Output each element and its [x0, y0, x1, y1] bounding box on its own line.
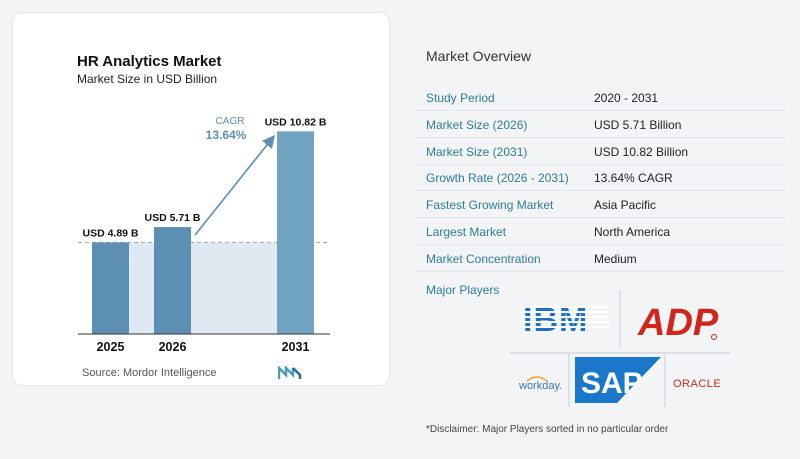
overview-row-value: USD 10.82 Billion	[594, 144, 689, 159]
overview-row-label: Market Size (2031)	[426, 144, 528, 159]
cagr-value: 13.64%	[206, 128, 247, 142]
sap-logo: SAP	[575, 357, 661, 403]
players-logos: IBM ADP workday. SAP ORACLE	[510, 290, 730, 407]
cagr-label: CAGR	[216, 116, 245, 127]
overview-row: Study Period 2020 - 2031	[416, 85, 786, 111]
x-tick-label: 2025	[97, 340, 125, 354]
overview-row: Market Size (2031) USD 10.82 Billion	[416, 139, 786, 165]
disclaimer: *Disclaimer: Major Players sorted in no …	[426, 424, 669, 435]
overview-row-label: Market Concentration	[426, 251, 541, 266]
overview-row-label: Fastest Growing Market	[426, 198, 554, 213]
overview-row-value: Medium	[594, 251, 637, 266]
svg-text:ADP: ADP	[637, 302, 719, 344]
overview-row: Market Size (2026) USD 5.71 Billion	[416, 112, 786, 138]
overview-row-label: Growth Rate (2026 - 2031)	[426, 171, 569, 186]
overview-row: Market Concentration Medium	[416, 246, 786, 272]
source-note: Source: Mordor Intelligence	[82, 367, 217, 379]
bar-2031	[277, 131, 314, 334]
x-tick-label: 2026	[159, 340, 187, 354]
overview-row-label: Largest Market	[426, 225, 507, 239]
overview-row: Fastest Growing Market Asia Pacific	[416, 192, 786, 219]
bar-2025	[92, 242, 129, 334]
bar-2026	[154, 227, 191, 334]
overview-title: Market Overview	[426, 48, 532, 64]
adp-logo: ADP	[637, 302, 719, 344]
overview-row: Growth Rate (2026 - 2031) 13.64% CAGR	[416, 165, 786, 192]
overview-row-label: Study Period	[426, 91, 495, 105]
x-tick-label: 2031	[282, 340, 310, 354]
svg-text:workday.: workday.	[518, 380, 562, 392]
overview-row-label: Market Size (2026)	[426, 117, 528, 132]
ibm-logo: IBM	[519, 301, 609, 339]
bar-chart: USD 4.89 B 2025 USD 5.71 B 2026 USD 10.82 B 2…	[78, 116, 330, 354]
chart-title: HR Analytics Market	[77, 53, 222, 70]
workday-logo: workday.	[518, 376, 562, 392]
overview-row-value: Asia Pacific	[594, 198, 657, 213]
overview-row-value: 13.64% CAGR	[594, 171, 673, 186]
data-label: USD 4.89 B	[82, 227, 138, 239]
mordor-logo-icon	[278, 366, 302, 379]
oracle-logo: ORACLE	[673, 378, 721, 390]
data-label: USD 10.82 B	[265, 116, 327, 128]
overview-row: Largest Market North America	[416, 219, 786, 245]
svg-text:ORACLE: ORACLE	[673, 378, 721, 390]
chart-subtitle: Market Size in USD Billion	[77, 72, 218, 86]
overview-row-value: 2020 - 2031	[594, 91, 659, 105]
overview-row-value: USD 5.71 Billion	[594, 117, 682, 132]
overview-row-value: North America	[594, 225, 671, 239]
svg-text:SAP: SAP	[581, 367, 643, 400]
major-players-label: Major Players	[426, 283, 500, 297]
data-label: USD 5.71 B	[144, 212, 200, 224]
cagr-arrow	[194, 134, 275, 236]
